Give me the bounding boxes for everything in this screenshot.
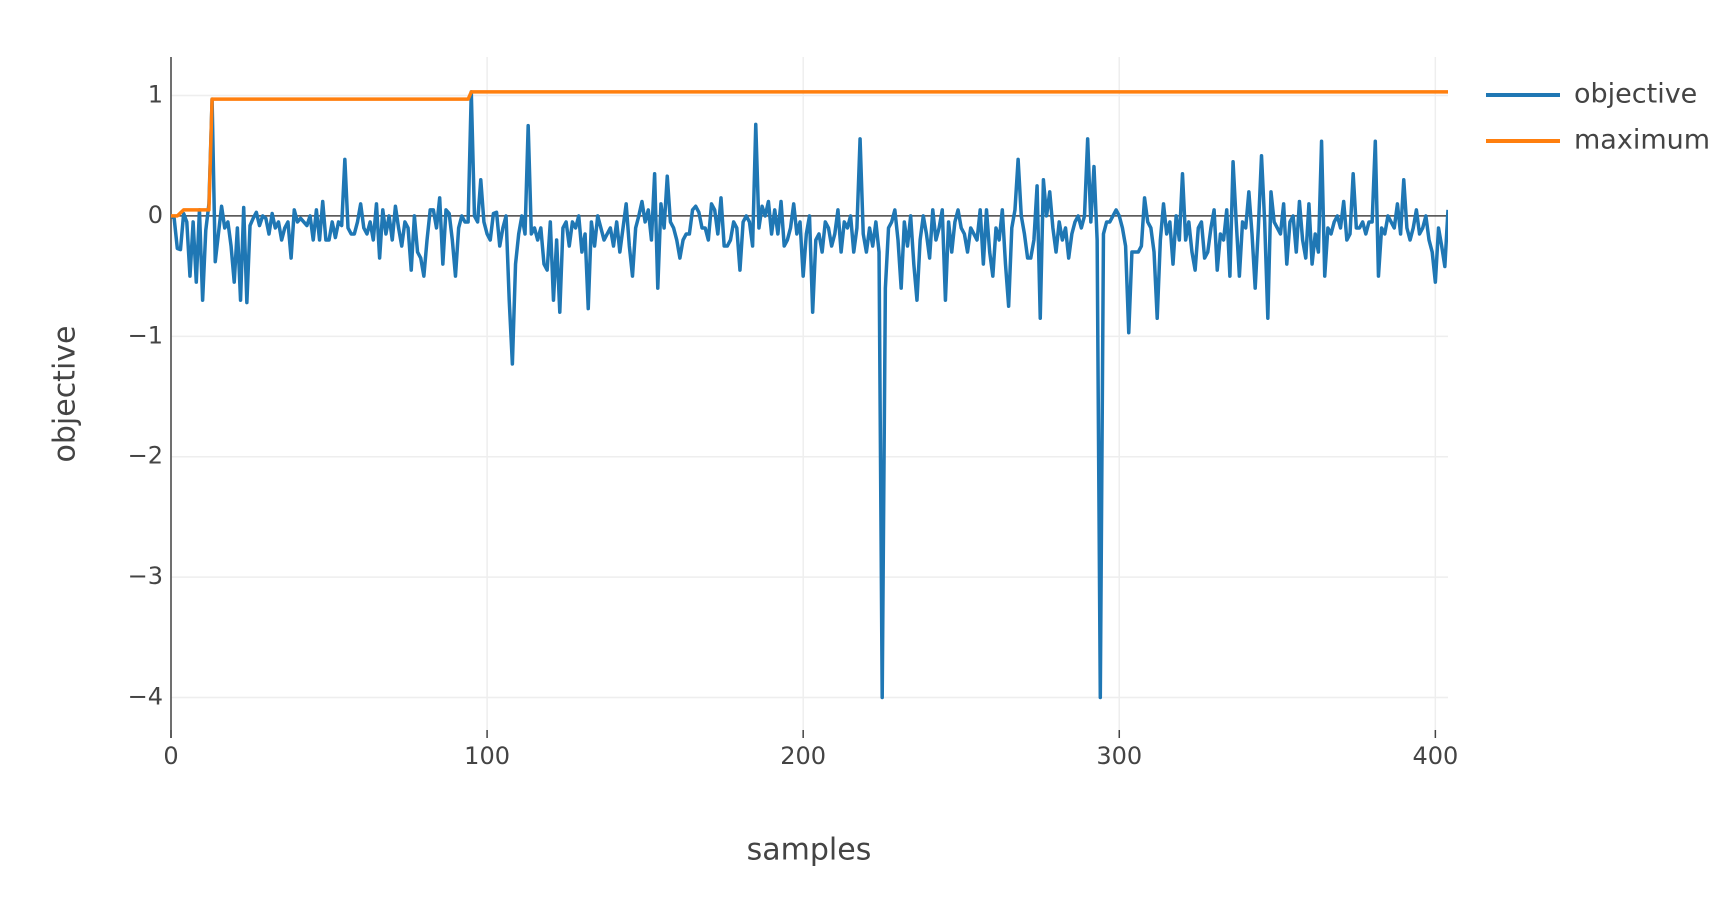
y-axis-title: objective — [48, 326, 83, 463]
y-tick-label: −4 — [128, 682, 163, 710]
x-axis-title: samples — [747, 833, 872, 868]
y-tick-label: 0 — [148, 201, 163, 229]
y-tick-label: −1 — [128, 321, 163, 349]
y-tick-label: −2 — [128, 442, 163, 470]
y-tick-label: −3 — [128, 562, 163, 590]
series-line — [171, 90, 1448, 218]
x-tick-label: 300 — [1096, 742, 1142, 770]
series-line — [171, 90, 1448, 700]
y-tick-label: 1 — [148, 81, 163, 109]
x-tick-label: 400 — [1412, 742, 1458, 770]
x-tick-label: 100 — [464, 742, 510, 770]
legend-label: objective — [1574, 79, 1697, 110]
x-tick-label: 200 — [780, 742, 826, 770]
legend-label: maximum — [1574, 125, 1710, 156]
x-tick-label: 0 — [163, 742, 178, 770]
